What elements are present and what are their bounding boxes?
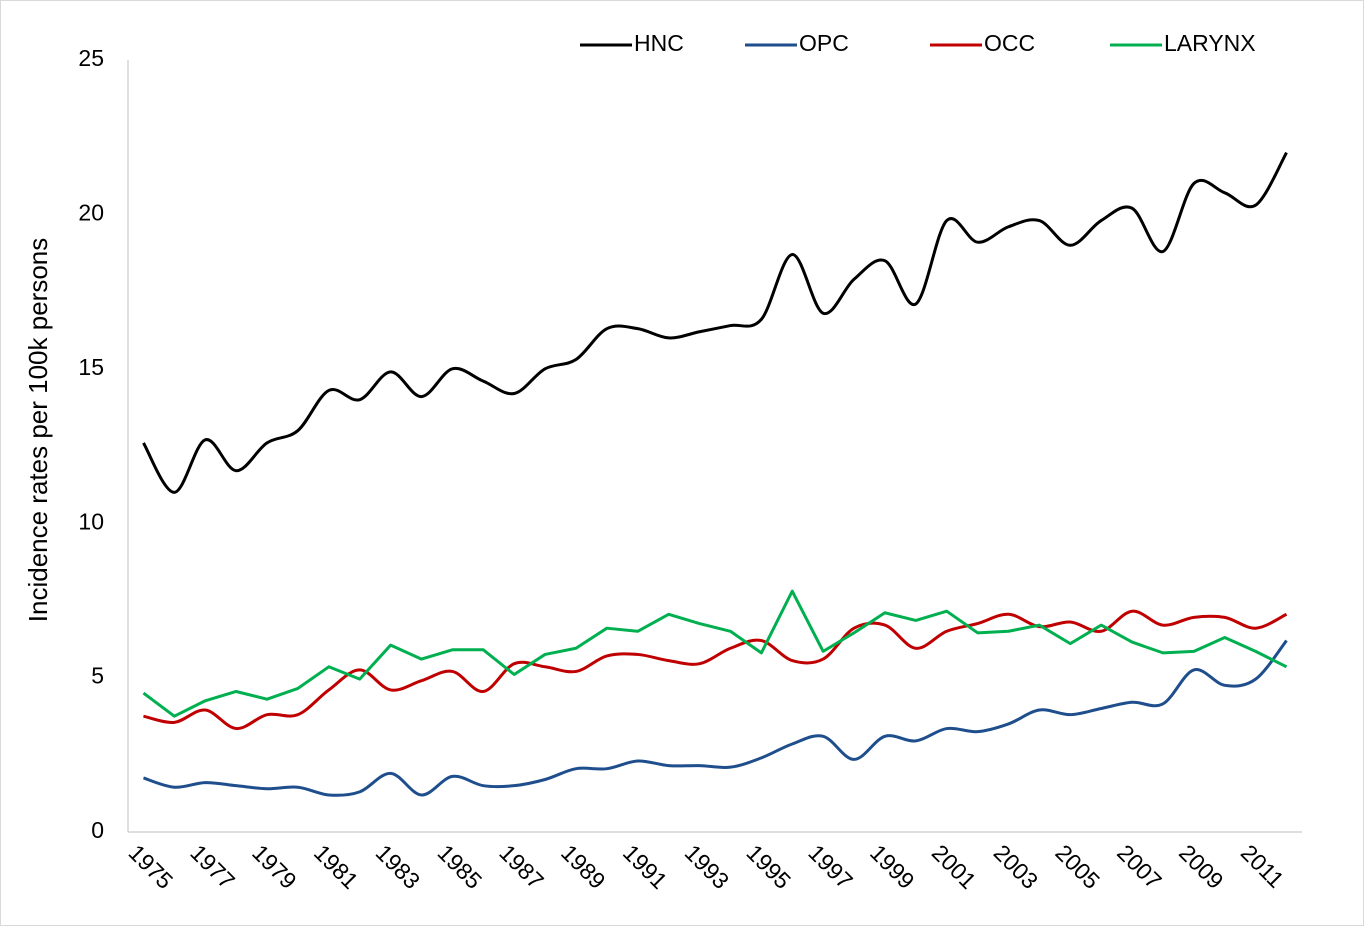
y-tick-label: 5 — [91, 663, 104, 689]
legend-label: OPC — [799, 30, 849, 56]
y-tick-label: 25 — [78, 45, 104, 71]
data-line — [142, 151, 1288, 494]
data-line — [143, 609, 1288, 731]
data-line — [142, 589, 1288, 718]
y-tick-label: 10 — [78, 508, 104, 534]
y-tick-label: 0 — [91, 817, 104, 843]
y-tick-label: 20 — [78, 199, 104, 225]
legend-label: LARYNX — [1164, 30, 1256, 56]
legend-label: HNC — [634, 30, 684, 56]
data-line — [142, 639, 1288, 797]
y-axis-label: Incidence rates per 100k persons — [23, 238, 53, 622]
y-tick-label: 15 — [78, 354, 104, 380]
legend-label: OCC — [984, 30, 1035, 56]
